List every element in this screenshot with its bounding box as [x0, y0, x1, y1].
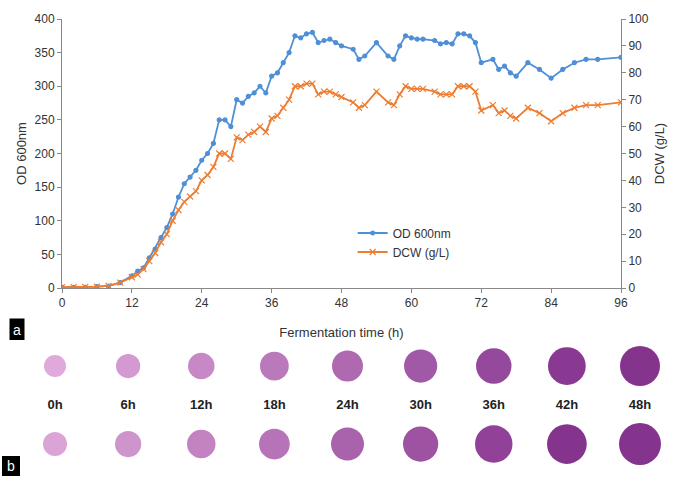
svg-text:150: 150 [35, 180, 55, 194]
svg-text:30: 30 [628, 201, 642, 215]
svg-text:24: 24 [195, 296, 209, 310]
svg-text:96: 96 [614, 296, 628, 310]
svg-text:DCW (g/L): DCW (g/L) [393, 246, 450, 260]
svg-text:300: 300 [35, 79, 55, 93]
svg-text:12h: 12h [190, 397, 212, 412]
svg-text:DCW (g/L): DCW (g/L) [652, 123, 667, 184]
svg-text:24h: 24h [336, 397, 358, 412]
svg-text:200: 200 [35, 147, 55, 161]
svg-text:50: 50 [41, 248, 55, 262]
svg-text:40: 40 [628, 174, 642, 188]
svg-text:0: 0 [48, 281, 55, 295]
svg-text:250: 250 [35, 113, 55, 127]
svg-text:48: 48 [335, 296, 349, 310]
svg-text:30h: 30h [409, 397, 431, 412]
svg-text:Fermentation time (h): Fermentation time (h) [279, 325, 403, 340]
svg-text:b: b [7, 458, 15, 474]
svg-text:80: 80 [628, 66, 642, 80]
svg-text:42h: 42h [556, 397, 578, 412]
svg-text:36h: 36h [483, 397, 505, 412]
svg-text:36: 36 [265, 296, 279, 310]
svg-text:OD 600nm: OD 600nm [14, 122, 29, 185]
svg-text:350: 350 [35, 46, 55, 60]
svg-text:100: 100 [628, 12, 648, 26]
svg-text:0: 0 [628, 281, 635, 295]
svg-text:OD 600nm: OD 600nm [393, 227, 451, 241]
svg-text:0h: 0h [47, 397, 62, 412]
svg-text:a: a [13, 322, 21, 338]
svg-text:48h: 48h [629, 397, 651, 412]
svg-text:84: 84 [544, 296, 558, 310]
svg-text:72: 72 [475, 296, 489, 310]
svg-text:20: 20 [628, 227, 642, 241]
svg-text:50: 50 [628, 147, 642, 161]
svg-text:10: 10 [628, 254, 642, 268]
svg-text:400: 400 [35, 12, 55, 26]
svg-text:100: 100 [35, 214, 55, 228]
svg-text:70: 70 [628, 93, 642, 107]
svg-text:12: 12 [125, 296, 139, 310]
svg-text:0: 0 [59, 296, 66, 310]
svg-text:60: 60 [628, 120, 642, 134]
svg-text:60: 60 [405, 296, 419, 310]
svg-text:18h: 18h [263, 397, 285, 412]
svg-text:6h: 6h [121, 397, 136, 412]
svg-text:90: 90 [628, 39, 642, 53]
